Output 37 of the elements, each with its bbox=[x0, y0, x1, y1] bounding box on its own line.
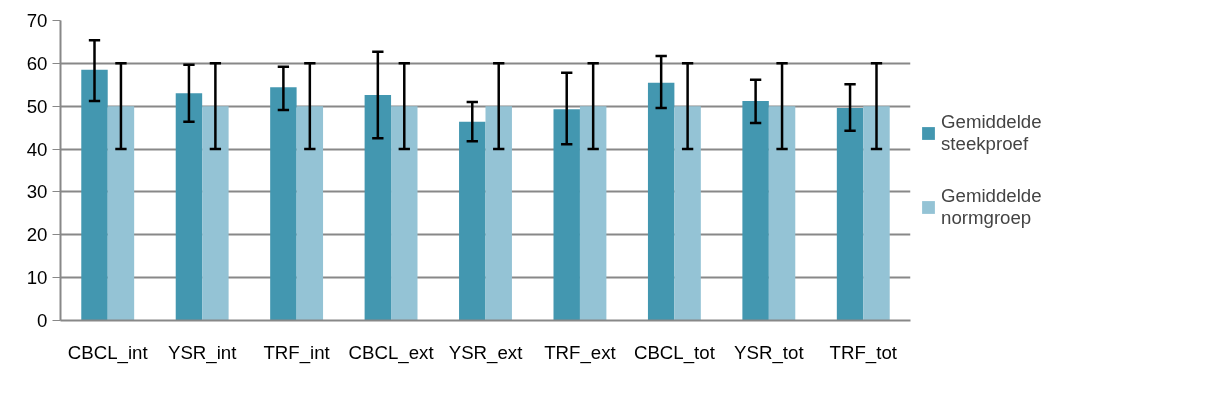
bar bbox=[836, 107, 864, 321]
y-tick-label: 0 bbox=[37, 310, 48, 331]
x-tick-label: CBCL_ext bbox=[348, 341, 435, 364]
bar bbox=[202, 106, 229, 321]
bar bbox=[768, 106, 796, 321]
x-tick-label: YSR_tot bbox=[734, 341, 805, 364]
y-tick-label: 70 bbox=[26, 10, 48, 31]
y-tick-label: 40 bbox=[26, 138, 48, 160]
bar bbox=[296, 106, 324, 321]
x-tick-label: YSR_ext bbox=[448, 341, 524, 364]
x-tick-label: CBCL_int bbox=[67, 341, 149, 364]
bar bbox=[674, 106, 701, 321]
legend-label: Gemiddelde normgroep bbox=[941, 185, 1042, 229]
bar bbox=[742, 101, 769, 321]
x-tick-label: YSR_int bbox=[167, 341, 238, 364]
bar bbox=[107, 106, 135, 321]
y-tick-label: 60 bbox=[26, 52, 48, 74]
x-tick-label: TRF_tot bbox=[829, 341, 898, 364]
bar bbox=[863, 106, 890, 321]
x-tick-label: TRF_ext bbox=[544, 341, 617, 364]
bar bbox=[270, 87, 297, 321]
bar bbox=[553, 109, 580, 321]
x-tick-label: TRF_int bbox=[263, 341, 331, 364]
bar bbox=[579, 106, 607, 321]
x-tick-label: CBCL_tot bbox=[633, 341, 716, 364]
bar bbox=[175, 93, 203, 321]
legend-label: Gemiddelde steekproef bbox=[941, 111, 1042, 155]
bar bbox=[81, 69, 108, 321]
y-tick-label: 20 bbox=[26, 224, 48, 246]
bar bbox=[647, 82, 675, 321]
y-tick-label: 30 bbox=[26, 181, 48, 203]
y-tick-label: 50 bbox=[26, 95, 48, 117]
bar bbox=[364, 95, 392, 321]
bar bbox=[459, 121, 486, 321]
y-tick-label: 10 bbox=[26, 267, 48, 289]
bar bbox=[485, 106, 512, 321]
bar bbox=[391, 106, 418, 321]
